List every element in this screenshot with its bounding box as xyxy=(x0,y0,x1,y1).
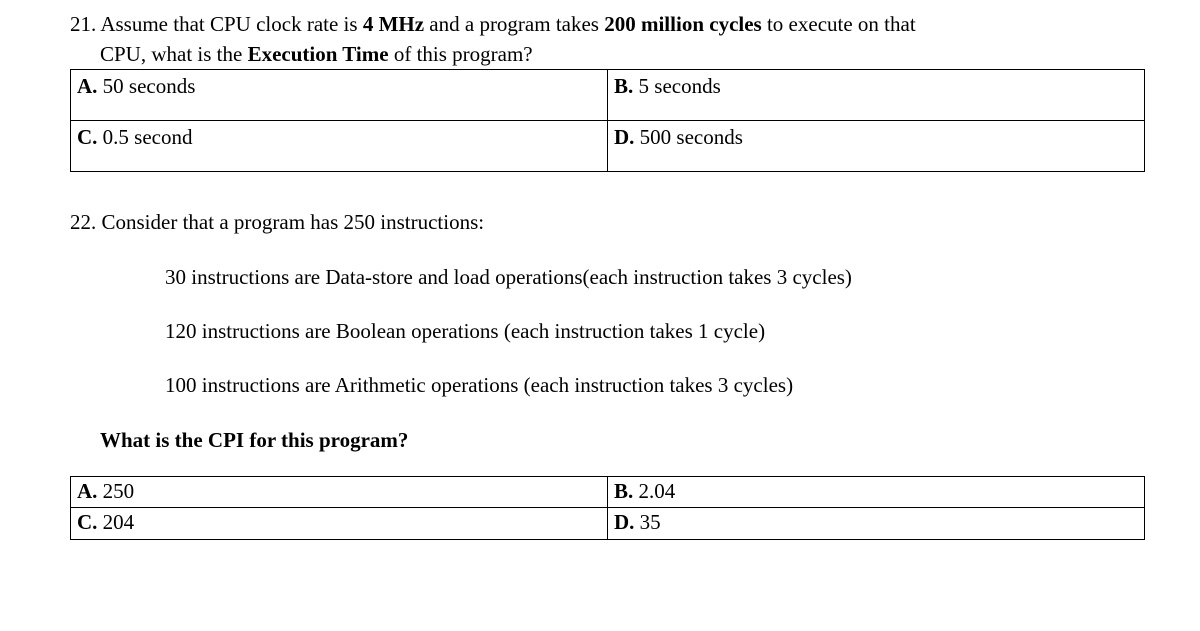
q21-cycles: 200 million cycles xyxy=(604,12,761,36)
opt-text: 2.04 xyxy=(633,479,675,503)
q22-option-a: A. 250 xyxy=(71,477,608,508)
q22-number: 22. xyxy=(70,210,96,234)
q22-detail-c: 100 instructions are Arithmetic operatio… xyxy=(70,371,1145,399)
q21-l1-mid: and a program takes xyxy=(424,12,604,36)
opt-text: 35 xyxy=(634,510,660,534)
q22-intro: Consider that a program has 250 instruct… xyxy=(96,210,484,234)
q21-exec: Execution Time xyxy=(248,42,389,66)
table-row: C. 204 D. 35 xyxy=(71,508,1145,539)
q21-option-d: D. 500 seconds xyxy=(608,121,1145,172)
q22-text: 22. Consider that a program has 250 inst… xyxy=(70,208,1145,236)
q21-text: 21. Assume that CPU clock rate is 4 MHz … xyxy=(70,10,1145,38)
table-row: A. 250 B. 2.04 xyxy=(71,477,1145,508)
q22-option-c: C. 204 xyxy=(71,508,608,539)
opt-label: A. xyxy=(77,479,97,503)
opt-label: D. xyxy=(614,125,634,149)
opt-label: D. xyxy=(614,510,634,534)
q21-option-c: C. 0.5 second xyxy=(71,121,608,172)
opt-text: 0.5 second xyxy=(97,125,192,149)
opt-text: 50 seconds xyxy=(97,74,195,98)
q21-option-a: A. 50 seconds xyxy=(71,69,608,120)
opt-label: B. xyxy=(614,74,633,98)
q21-l2-post: of this program? xyxy=(389,42,533,66)
table-row: A. 50 seconds B. 5 seconds xyxy=(71,69,1145,120)
opt-text: 204 xyxy=(97,510,134,534)
table-row: C. 0.5 second D. 500 seconds xyxy=(71,121,1145,172)
q22-option-d: D. 35 xyxy=(608,508,1145,539)
q22-options: A. 250 B. 2.04 C. 204 D. 35 xyxy=(70,476,1145,540)
opt-label: C. xyxy=(77,510,97,534)
q22-cpi-question: What is the CPI for this program? xyxy=(70,426,1145,454)
opt-label: B. xyxy=(614,479,633,503)
opt-text: 250 xyxy=(97,479,134,503)
q21-text-line2: CPU, what is the Execution Time of this … xyxy=(70,40,1145,68)
q21-l2-pre: CPU, what is the xyxy=(100,42,248,66)
q21-option-b: B. 5 seconds xyxy=(608,69,1145,120)
q22-detail-b: 120 instructions are Boolean operations … xyxy=(70,317,1145,345)
q21-options: A. 50 seconds B. 5 seconds C. 0.5 second… xyxy=(70,69,1145,173)
q21-l1-post: to execute on that xyxy=(762,12,916,36)
opt-label: C. xyxy=(77,125,97,149)
q22-option-b: B. 2.04 xyxy=(608,477,1145,508)
opt-label: A. xyxy=(77,74,97,98)
q21-number: 21. xyxy=(70,12,96,36)
q22-detail-a: 30 instructions are Data-store and load … xyxy=(70,263,1145,291)
opt-text: 5 seconds xyxy=(633,74,721,98)
q21-l1-pre: Assume that CPU clock rate is xyxy=(96,12,363,36)
opt-text: 500 seconds xyxy=(634,125,743,149)
q21-clock: 4 MHz xyxy=(363,12,424,36)
